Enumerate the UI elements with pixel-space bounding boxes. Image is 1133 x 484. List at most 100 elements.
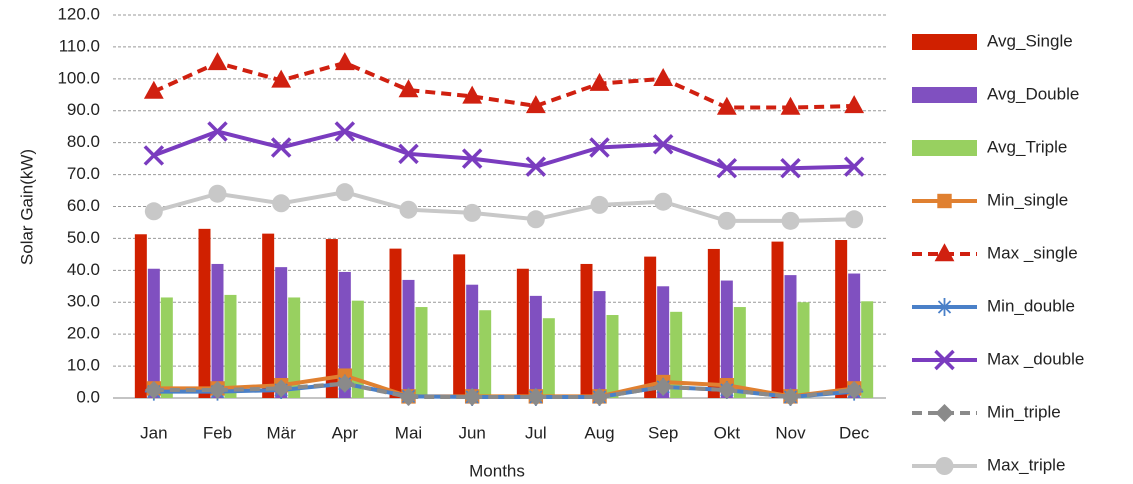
bar xyxy=(351,300,364,398)
marker xyxy=(272,379,291,398)
marker xyxy=(716,96,737,115)
bar xyxy=(288,297,301,398)
x-tick-label: Feb xyxy=(203,423,232,442)
x-tick-label: Jul xyxy=(525,423,547,442)
marker xyxy=(780,96,801,115)
marker xyxy=(845,381,864,400)
legend-label: Min_triple xyxy=(987,402,1061,421)
marker xyxy=(589,72,610,91)
bar xyxy=(453,254,466,398)
bar xyxy=(198,228,211,398)
marker xyxy=(463,203,482,222)
bar xyxy=(733,307,746,398)
legend-swatch xyxy=(912,34,977,50)
bar xyxy=(224,294,237,398)
marker xyxy=(143,80,164,99)
y-tick-label: 70.0 xyxy=(67,164,100,183)
marker xyxy=(208,184,227,203)
marker xyxy=(334,121,356,142)
marker xyxy=(845,210,864,229)
bar xyxy=(479,310,492,398)
bar xyxy=(657,286,670,398)
legend-marker xyxy=(935,298,954,316)
marker xyxy=(272,194,291,213)
marker xyxy=(844,95,865,114)
x-tick-label: Apr xyxy=(332,423,359,442)
marker xyxy=(525,95,546,114)
marker xyxy=(717,381,736,400)
marker xyxy=(780,157,801,179)
line xyxy=(153,60,855,110)
marker xyxy=(654,192,673,211)
x-tick-label: Aug xyxy=(584,423,614,442)
marker xyxy=(781,211,800,230)
x-axis-label: Months xyxy=(469,461,525,480)
bar xyxy=(160,297,173,398)
bar xyxy=(402,279,415,398)
legend-label: Max _double xyxy=(987,349,1084,368)
marker xyxy=(270,137,292,158)
bar xyxy=(516,268,529,398)
y-tick-label: 50.0 xyxy=(67,228,100,247)
bar xyxy=(797,302,810,398)
legend-label: Max _single xyxy=(987,243,1078,262)
marker xyxy=(462,85,483,104)
legend-swatch xyxy=(912,140,977,156)
marker xyxy=(334,52,355,71)
legend-swatch xyxy=(912,87,977,103)
y-tick-label: 60.0 xyxy=(67,196,100,215)
marker xyxy=(461,148,483,169)
bar xyxy=(593,291,606,398)
bar xyxy=(720,280,733,398)
marker xyxy=(208,381,227,400)
y-tick-label: 90.0 xyxy=(67,100,100,119)
bar xyxy=(784,275,797,398)
marker xyxy=(781,388,800,407)
bar xyxy=(389,248,402,398)
x-tick-label: Nov xyxy=(775,423,806,442)
y-tick-label: 0.0 xyxy=(76,387,100,406)
marker xyxy=(207,121,228,142)
marker xyxy=(207,52,228,71)
bar xyxy=(529,295,542,398)
marker xyxy=(398,143,419,165)
bar xyxy=(415,307,428,398)
marker xyxy=(144,202,163,221)
bar xyxy=(338,271,351,398)
marker xyxy=(526,388,545,407)
legend-marker xyxy=(934,243,955,262)
marker xyxy=(525,156,547,177)
bar xyxy=(580,263,593,398)
marker xyxy=(144,381,163,400)
marker xyxy=(590,195,609,214)
marker xyxy=(143,145,165,166)
marker xyxy=(399,388,418,407)
marker xyxy=(653,68,674,87)
marker xyxy=(398,79,419,98)
legend-label: Avg_Triple xyxy=(987,137,1067,156)
y-tick-label: 120.0 xyxy=(57,4,100,23)
marker xyxy=(716,157,738,179)
marker xyxy=(654,377,673,396)
x-tick-label: Jan xyxy=(140,423,167,442)
marker xyxy=(589,137,610,158)
bar xyxy=(670,311,683,398)
line xyxy=(153,381,855,400)
y-tick-label: 40.0 xyxy=(67,260,100,279)
bar xyxy=(771,241,784,398)
marker xyxy=(526,210,545,229)
marker xyxy=(335,374,354,393)
line xyxy=(153,190,855,223)
legend-label: Max_triple xyxy=(987,455,1065,474)
bar xyxy=(606,315,619,398)
marker xyxy=(843,156,865,177)
bar xyxy=(211,263,224,398)
y-tick-label: 10.0 xyxy=(67,356,100,375)
bar xyxy=(707,248,720,398)
bar xyxy=(147,268,160,398)
bar xyxy=(861,301,874,398)
y-tick-label: 30.0 xyxy=(67,292,100,311)
x-tick-label: Mär xyxy=(267,423,297,442)
legend-label: Min_single xyxy=(987,190,1068,209)
